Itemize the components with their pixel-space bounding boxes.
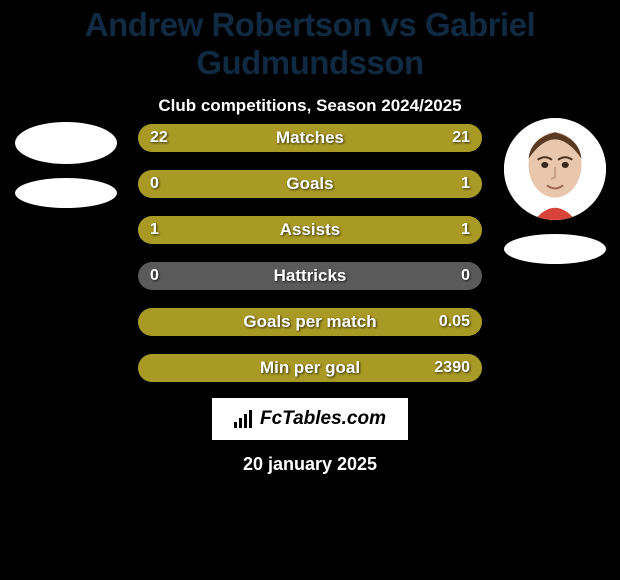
stat-value-right: 1 [461,216,470,244]
stat-value-left: 0 [150,262,159,290]
stat-value-right: 21 [452,124,470,152]
stats-panel: Matches2221Goals01Assists11Hattricks00Go… [138,124,482,400]
branding-badge: FcTables.com [212,398,408,440]
date-text: 20 january 2025 [0,454,620,475]
right-player-avatar [504,118,606,220]
stat-label: Hattricks [138,262,482,290]
subtitle: Club competitions, Season 2024/2025 [0,96,620,116]
left-club-logo [15,178,117,208]
left-player-avatar [15,122,117,164]
stat-label: Goals [138,170,482,198]
branding-chart-icon [234,410,254,428]
stat-row: Min per goal2390 [138,354,482,382]
stat-value-right: 1 [461,170,470,198]
branding-text: FcTables.com [260,408,386,430]
stat-label: Matches [138,124,482,152]
stat-label: Assists [138,216,482,244]
stat-value-right: 0 [461,262,470,290]
stat-row: Matches22 21 [138,124,482,152]
right-club-logo [504,234,606,264]
stat-value-right: 0.05 [439,308,470,336]
page-title: Andrew Robertson vs Gabriel Gudmundsson [0,0,620,82]
comparison-card: Andrew Robertson vs Gabriel Gudmundsson … [0,0,620,580]
stat-value-left: 22 [150,124,168,152]
left-player-block [8,118,123,208]
stat-label: Min per goal [138,354,482,382]
stat-row: Goals per match0.05 [138,308,482,336]
stat-value-left: 0 [150,170,159,198]
stat-label: Goals per match [138,308,482,336]
stat-value-right: 2390 [434,354,470,382]
stat-row: Assists1 1 [138,216,482,244]
stat-value-left: 1 [150,216,159,244]
stat-row: Goals0 1 [138,170,482,198]
right-player-block [497,118,612,264]
stat-row: Hattricks0 0 [138,262,482,290]
